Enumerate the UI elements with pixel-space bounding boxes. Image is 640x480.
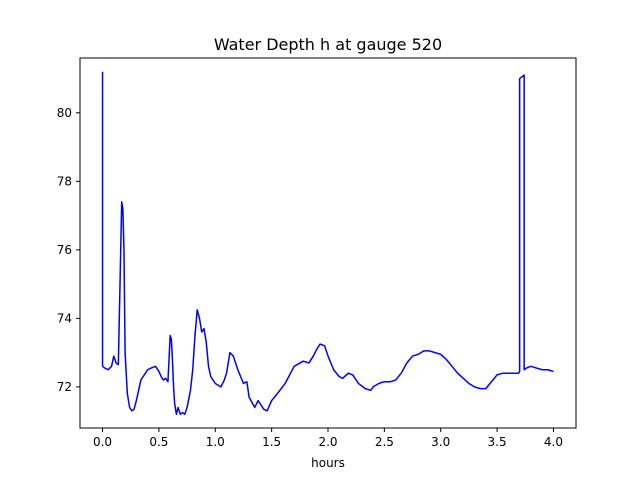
x-tick-label: 1.5 — [262, 435, 281, 449]
x-tick-label: 2.0 — [318, 435, 337, 449]
series-line-0 — [101, 71, 554, 416]
x-tick-label: 0.0 — [93, 435, 112, 449]
x-axis-label: hours — [311, 456, 345, 470]
y-tick-label: 74 — [57, 311, 72, 325]
chart-title: Water Depth h at gauge 520 — [214, 35, 442, 54]
x-tick-label: 0.5 — [149, 435, 168, 449]
plot-area — [101, 71, 554, 416]
x-axis: 0.0 0.5 1.0 1.5 2.0 2.5 3.0 3.5 4.0 — [93, 428, 563, 449]
y-tick-label: 80 — [57, 106, 72, 120]
y-tick-label: 72 — [57, 380, 72, 394]
y-tick-label: 76 — [57, 243, 72, 257]
x-tick-label: 2.5 — [375, 435, 394, 449]
y-axis: 72 74 76 78 80 — [57, 106, 80, 394]
y-tick-label: 78 — [57, 174, 72, 188]
axes-frame — [79, 57, 577, 429]
x-tick-label: 1.0 — [206, 435, 225, 449]
x-tick-label: 4.0 — [544, 435, 563, 449]
x-tick-label: 3.0 — [431, 435, 450, 449]
x-tick-label: 3.5 — [488, 435, 507, 449]
